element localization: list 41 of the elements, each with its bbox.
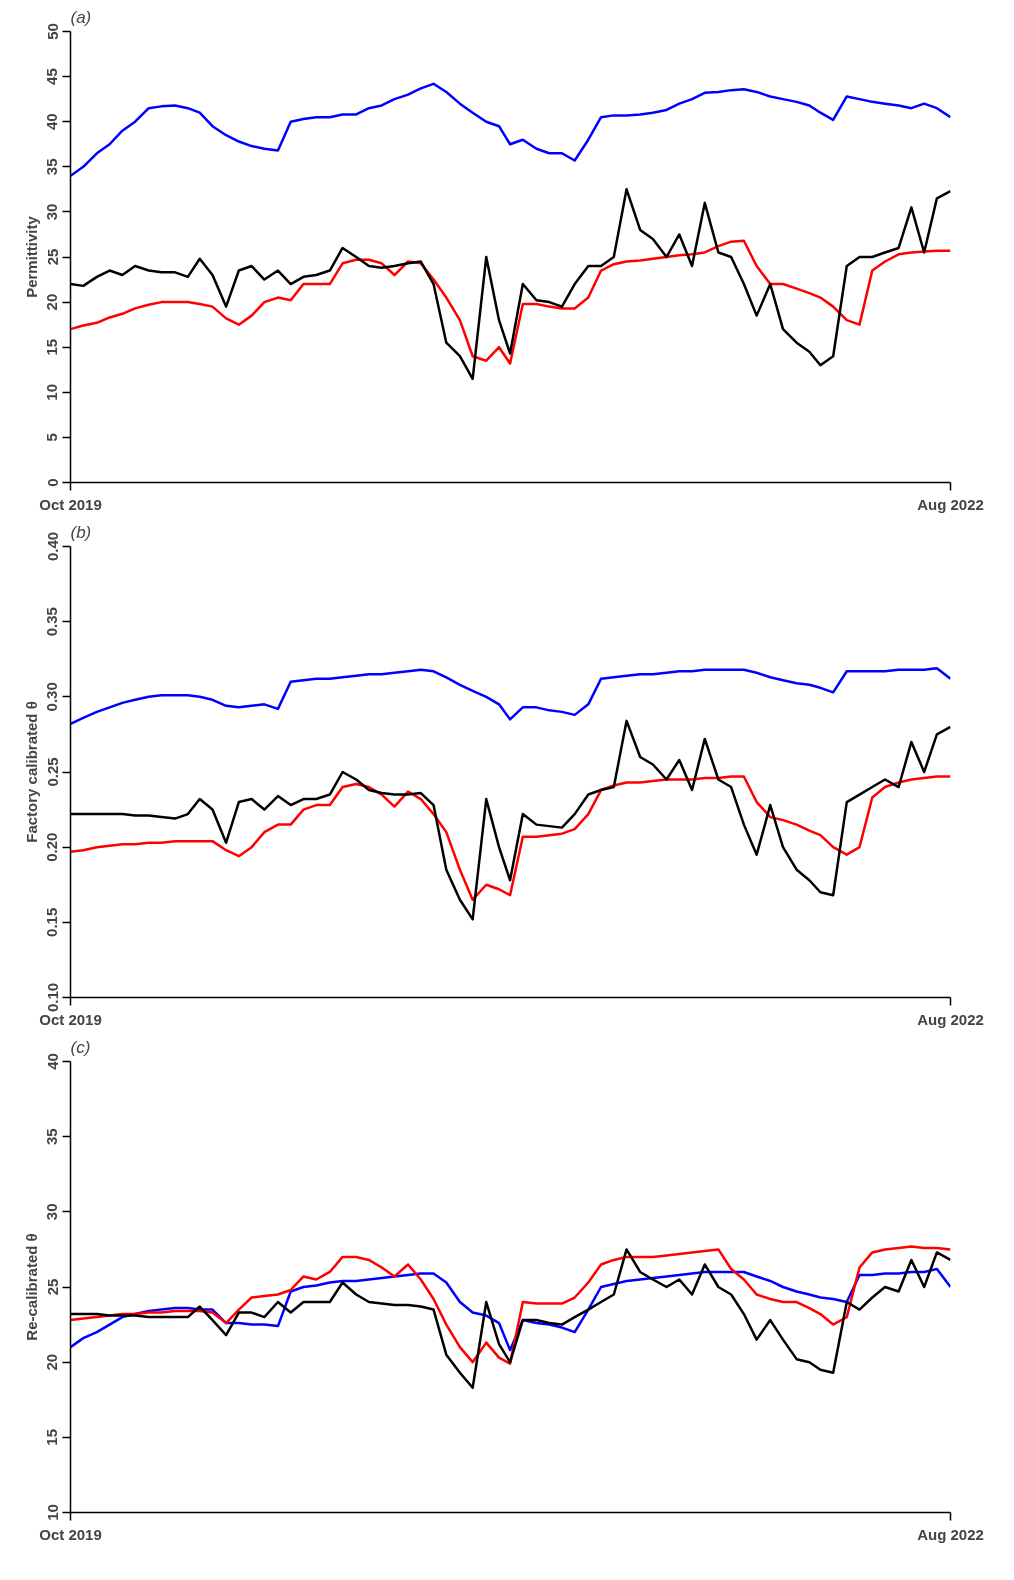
line-series: [70, 1245, 951, 1365]
y-tick-label: 50: [43, 23, 61, 40]
y-tick-label: 0.15: [43, 907, 61, 937]
line-series: [70, 82, 951, 178]
y-tick-label: 45: [43, 68, 61, 85]
y-tick-label: 35: [43, 1128, 61, 1146]
y-axis-title: Re-calibrated θ: [22, 1233, 40, 1341]
y-tick-label: 0.20: [43, 832, 61, 862]
y-tick-label: 25: [43, 248, 61, 266]
x-tick-label: Oct 2019: [39, 495, 102, 513]
y-tick-label: 0.30: [43, 682, 61, 712]
chart-title: (a): [70, 7, 92, 27]
chart-title: (c): [70, 1037, 91, 1057]
y-tick-label: 40: [43, 113, 61, 131]
y-tick-label: 0.25: [43, 757, 61, 787]
y-tick-label: 0.40: [43, 531, 61, 562]
line-series: [70, 775, 951, 902]
y-tick-label: 20: [43, 293, 61, 311]
x-tick-label: Aug 2022: [917, 1010, 984, 1028]
y-tick-label: 0.10: [43, 982, 61, 1013]
x-tick-label: Aug 2022: [917, 495, 984, 513]
y-tick-label: 0.35: [43, 607, 61, 637]
chart-title: (b): [70, 522, 92, 542]
y-tick-label: 0: [43, 478, 61, 487]
y-tick-label: 20: [43, 1353, 61, 1371]
y-axis-title: Factory calibrated θ: [22, 701, 40, 843]
line-series: [70, 239, 951, 365]
y-tick-label: 15: [43, 338, 61, 356]
y-tick-label: 25: [43, 1278, 61, 1296]
y-tick-label: 30: [43, 1203, 61, 1221]
y-tick-label: 40: [43, 1053, 61, 1070]
y-tick-label: 15: [43, 1428, 61, 1446]
y-tick-label: 5: [43, 433, 61, 442]
y-tick-label: 35: [43, 158, 61, 176]
y-tick-label: 10: [43, 383, 61, 401]
x-tick-label: Aug 2022: [917, 1525, 984, 1543]
y-axis-title: Permittivity: [22, 215, 40, 298]
y-tick-label: 10: [43, 1504, 61, 1521]
x-tick-label: Oct 2019: [39, 1525, 102, 1543]
y-tick-label: 30: [43, 203, 61, 221]
line-series: [70, 667, 951, 726]
